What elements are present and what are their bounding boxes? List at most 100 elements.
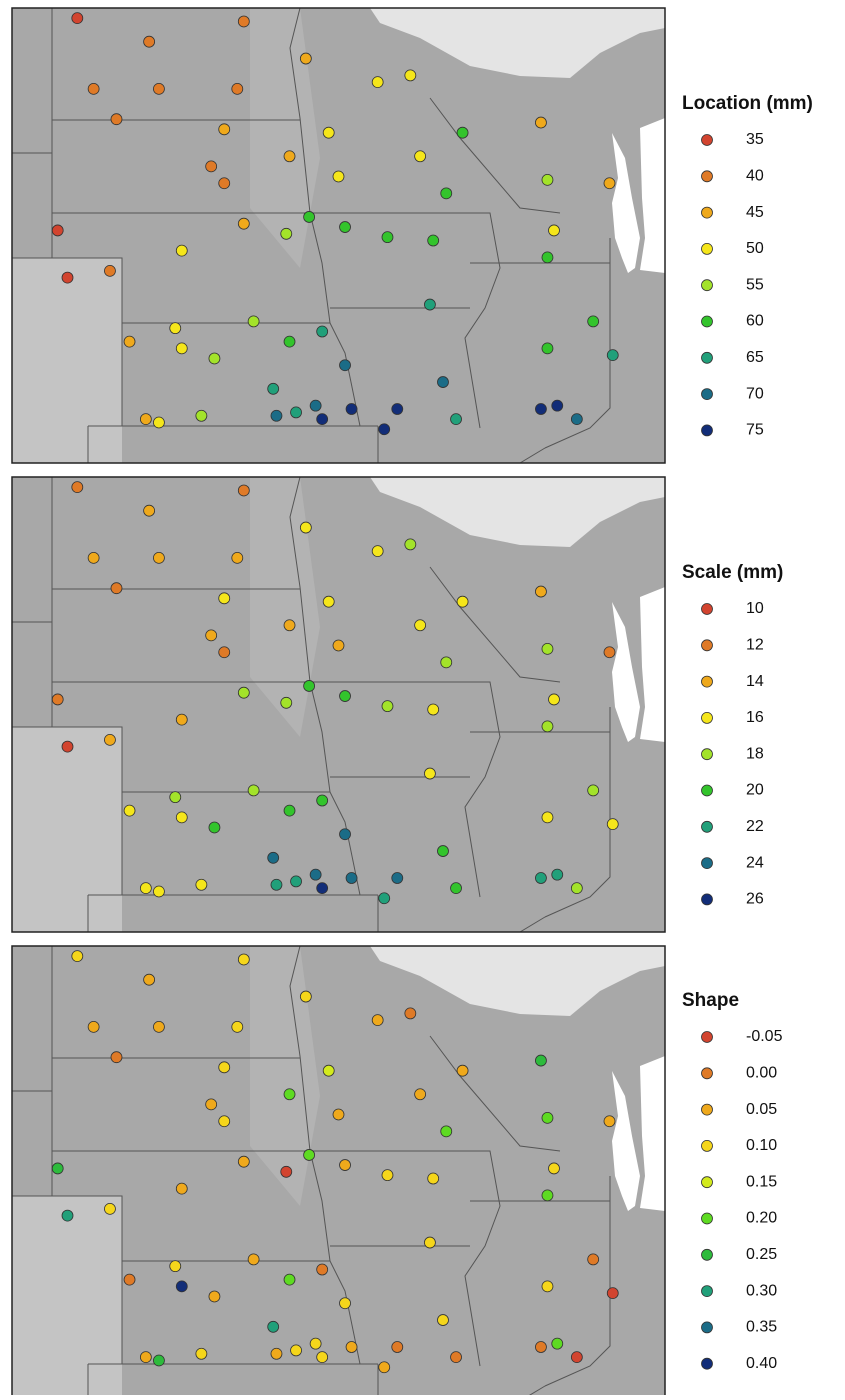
legend-label: 75 [746,422,764,439]
station-point [52,225,63,236]
station-point [300,53,311,64]
station-point [238,687,249,698]
legend-swatch [702,135,713,146]
station-point [428,704,439,715]
legend-label: 0.15 [746,1173,777,1190]
station-point [219,1062,230,1073]
legend-label: 60 [746,313,764,330]
station-point [333,1109,344,1120]
station-point [310,400,321,411]
legend-label: 26 [746,891,764,908]
station-point [340,1160,351,1171]
station-point [323,596,334,607]
station-point [72,951,83,962]
station-point [588,316,599,327]
station-point [291,1345,302,1356]
station-point [104,1203,115,1214]
station-point [542,643,553,654]
station-point [607,1288,618,1299]
legend-label: 0.25 [746,1246,777,1263]
station-point [604,1116,615,1127]
legend-label: 18 [746,745,764,762]
station-point [176,1281,187,1292]
station-point [88,552,99,563]
station-point [607,819,618,830]
legend-swatch [702,821,713,832]
station-point [206,161,217,172]
station-point [428,1173,439,1184]
station-point [317,326,328,337]
station-point [415,151,426,162]
station-point [379,893,390,904]
legend-swatch [702,858,713,869]
legend-label: 12 [746,637,764,654]
station-point [248,1254,259,1265]
station-point [281,697,292,708]
station-point [317,883,328,894]
legend-swatch [702,389,713,400]
station-point [170,1261,181,1272]
legend-swatch [702,243,713,254]
legend-swatch [702,604,713,615]
legend-swatch [702,1249,713,1260]
station-point [153,1021,164,1032]
station-point [382,1170,393,1181]
legend-label: 22 [746,818,764,835]
legend-label: 24 [746,854,764,871]
station-point [206,630,217,641]
station-point [232,552,243,563]
basemap [12,477,665,932]
station-point [232,1021,243,1032]
station-point [441,188,452,199]
station-point [144,36,155,47]
station-point [196,879,207,890]
station-point [304,1149,315,1160]
legend-swatch [702,171,713,182]
station-point [176,343,187,354]
station-point [248,316,259,327]
station-point [346,1342,357,1353]
station-point [300,991,311,1002]
station-point [238,218,249,229]
station-point [271,1348,282,1359]
legend-title: Location (mm) [682,93,813,114]
station-point [271,410,282,421]
basemap [12,946,665,1395]
station-point [535,1055,546,1066]
station-point [268,1321,279,1332]
station-point [437,1315,448,1326]
legend-swatch [702,425,713,436]
legend-label: -0.05 [746,1028,783,1045]
figure: Location (mm)354045505560657075Scale (mm… [0,0,845,1395]
legend-swatch [702,207,713,218]
station-point [571,883,582,894]
station-point [153,886,164,897]
station-point [405,70,416,81]
station-point [392,1342,403,1353]
station-point [542,1190,553,1201]
legend-label: 0.40 [746,1355,777,1372]
station-point [52,694,63,705]
station-point [206,1099,217,1110]
legend-label: 35 [746,131,764,148]
station-point [170,792,181,803]
station-point [144,505,155,516]
station-point [153,83,164,94]
station-point [144,974,155,985]
station-point [457,1065,468,1076]
legend-label: 55 [746,276,764,293]
station-point [111,114,122,125]
station-point [340,691,351,702]
station-point [153,1355,164,1366]
station-point [571,414,582,425]
legend-swatch [702,352,713,363]
legend-label: 0.10 [746,1137,777,1154]
station-point [437,846,448,857]
station-point [291,876,302,887]
station-point [140,414,151,425]
station-point [304,680,315,691]
map-panel: Shape-0.050.000.050.100.150.200.250.300.… [12,946,783,1395]
station-point [535,586,546,597]
legend-label: 20 [746,782,764,799]
station-point [304,211,315,222]
